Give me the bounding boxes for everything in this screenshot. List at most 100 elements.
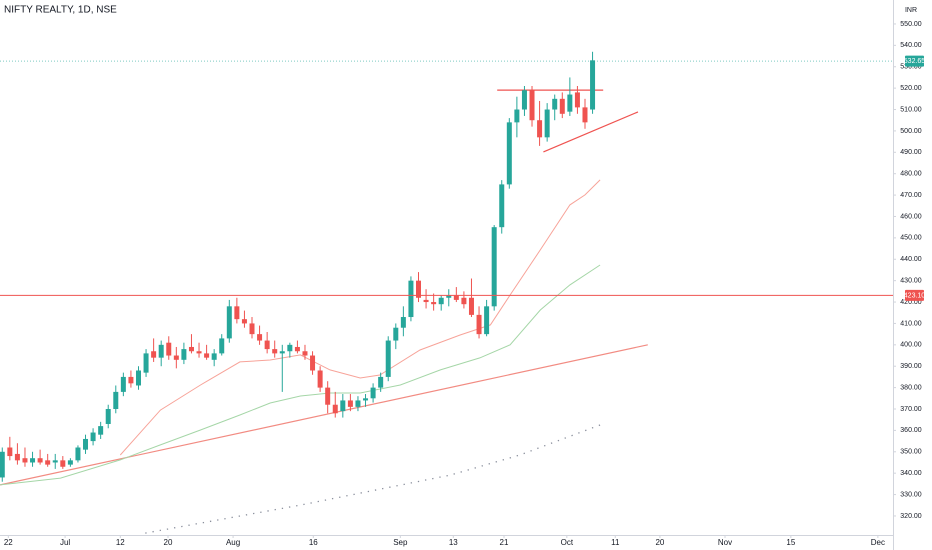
candle-body (468, 297, 474, 315)
candle-body (453, 295, 459, 300)
y-tick-label: 420.00 (900, 299, 922, 306)
candle-body (400, 317, 406, 328)
candle-body (151, 351, 157, 358)
candle-body (204, 353, 210, 358)
x-tick-label: Dec (871, 538, 885, 547)
candle-body (219, 338, 225, 354)
candle-body (196, 351, 202, 354)
candle-body (408, 280, 414, 318)
candle-body (249, 323, 255, 335)
candle-body (499, 184, 505, 228)
y-tick-label: 510.00 (900, 106, 922, 113)
candle-body (135, 370, 141, 386)
candle-body (7, 447, 13, 457)
x-tick-label: 13 (449, 538, 458, 547)
candle-body (537, 120, 543, 138)
candle-body (423, 299, 429, 303)
price-tag-label: 423.10 (904, 292, 926, 299)
moving-average (119, 179, 601, 456)
candle-body (529, 90, 535, 121)
candle-body (120, 376, 126, 392)
candle-body (317, 370, 323, 388)
candle-body (506, 122, 512, 185)
trendline (543, 111, 639, 153)
candle-body (302, 351, 308, 356)
candle-body (347, 400, 353, 407)
y-tick-label: 520.00 (900, 85, 922, 92)
candle-body (113, 391, 119, 410)
candle-body (287, 344, 293, 352)
y-tick-label: 430.00 (900, 277, 922, 284)
y-tick-label: 470.00 (900, 192, 922, 199)
candle-body (582, 107, 588, 123)
candle-body (378, 376, 384, 388)
candle-body (574, 92, 580, 108)
candle-body (484, 306, 490, 335)
y-tick-label: 340.00 (900, 470, 922, 477)
candle-body (294, 346, 300, 352)
candle-body (310, 355, 316, 371)
candle-body (567, 94, 573, 112)
candle-body (257, 334, 263, 341)
candle-body (98, 426, 104, 435)
x-tick-label: Aug (226, 538, 240, 547)
candle-body (272, 349, 278, 354)
candle-body (544, 109, 550, 138)
candle-body (332, 404, 338, 414)
x-tick-label: Oct (561, 538, 574, 547)
candle-body (431, 302, 437, 305)
y-tick-label: 540.00 (900, 42, 922, 49)
candle-body (0, 451, 5, 478)
y-tick-label: 370.00 (900, 406, 922, 413)
price-tag (905, 55, 924, 67)
x-tick-label: 21 (500, 538, 509, 547)
candle-body (67, 460, 73, 465)
candle-body (75, 447, 81, 461)
y-tick-label: 450.00 (900, 235, 922, 242)
candle-body (30, 458, 36, 463)
y-tick-label: 480.00 (900, 171, 922, 178)
candle-body (226, 306, 232, 339)
candle-body (514, 109, 520, 123)
x-tick-label: Nov (718, 538, 732, 547)
y-tick-label: 360.00 (900, 427, 922, 434)
currency-label: INR (905, 7, 917, 14)
candle-body (181, 349, 187, 360)
y-tick-label: 350.00 (900, 449, 922, 456)
candle-body (559, 98, 565, 114)
candle-body (166, 342, 172, 356)
candle-body (14, 453, 20, 461)
candle-body (446, 295, 452, 298)
y-tick-label: 320.00 (900, 513, 922, 520)
candle-body (279, 351, 285, 354)
candle-body (90, 432, 96, 442)
y-tick-label: 460.00 (900, 213, 922, 220)
y-tick-label: 440.00 (900, 256, 922, 263)
candle-body (45, 460, 51, 465)
candle-body (22, 458, 28, 463)
x-tick-label: 15 (786, 538, 795, 547)
candle-body (325, 387, 331, 405)
x-tick-label: Sep (393, 538, 408, 547)
chart-title: NIFTY REALTY, 1D, NSE (4, 5, 117, 16)
candle-body (173, 355, 179, 360)
y-tick-label: 410.00 (900, 320, 922, 327)
candle-body (241, 319, 247, 324)
x-tick-label: Jul (60, 538, 70, 547)
candle-body (590, 60, 596, 110)
candle-body (521, 90, 527, 110)
candle-body (461, 297, 467, 305)
price-tag-label: 532.65 (904, 58, 926, 65)
candle-body (491, 227, 497, 307)
trendline (0, 344, 648, 486)
candle-body (105, 409, 111, 424)
candle-body (234, 306, 240, 320)
candle-body (60, 460, 66, 467)
x-tick-label: 20 (655, 538, 664, 547)
candle-body (264, 340, 270, 350)
candle-body (211, 353, 217, 360)
y-tick-label: 490.00 (900, 149, 922, 156)
x-tick-label: 16 (309, 538, 318, 547)
